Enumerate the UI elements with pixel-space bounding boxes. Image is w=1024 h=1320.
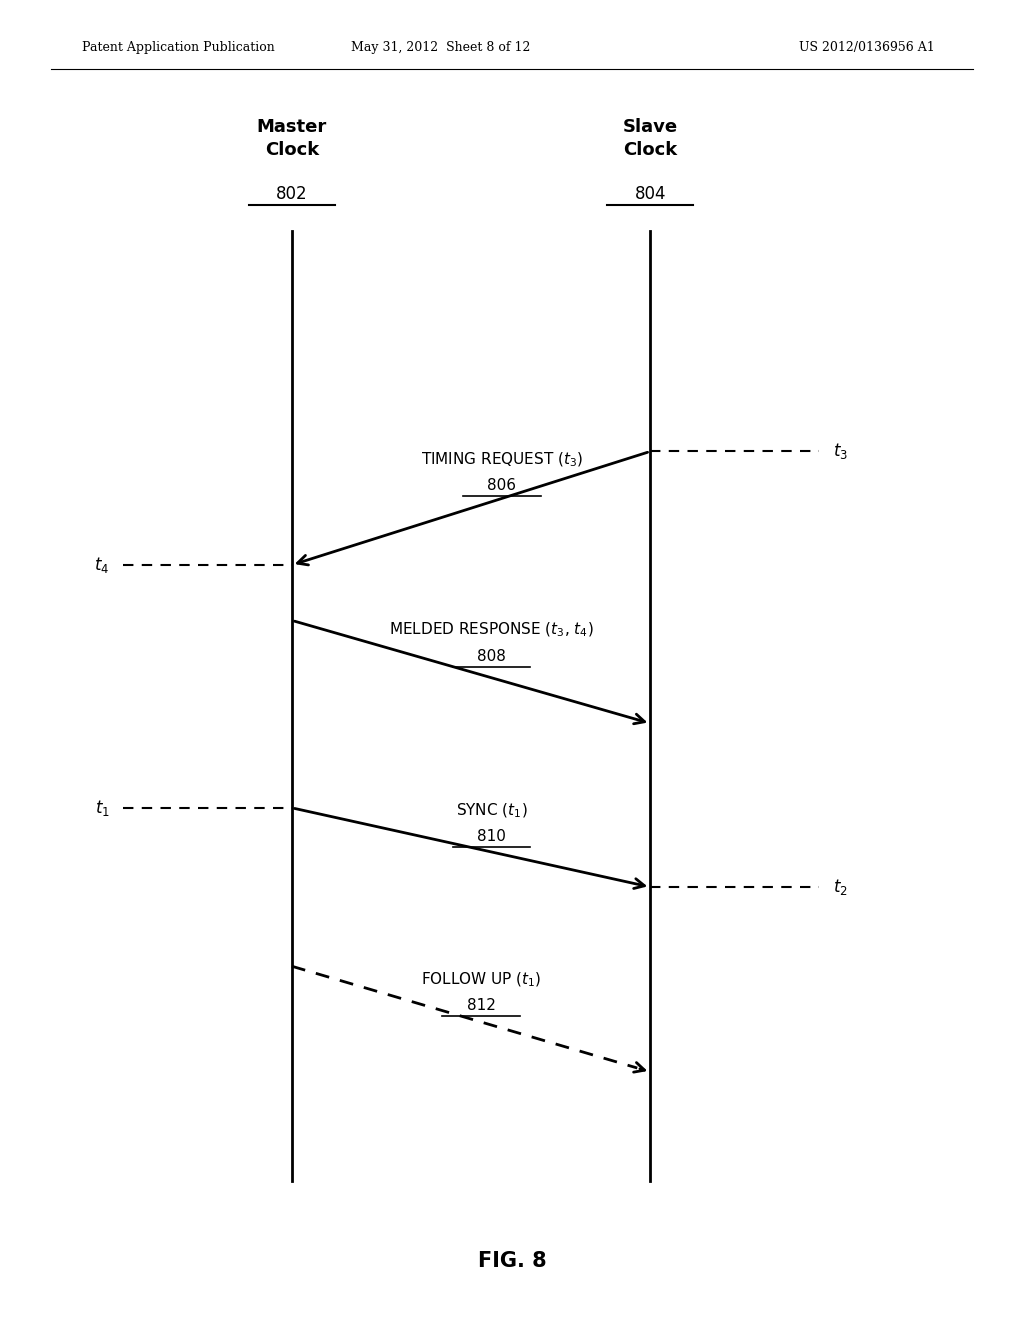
Text: US 2012/0136956 A1: US 2012/0136956 A1 [799, 41, 935, 54]
Text: Master
Clock: Master Clock [257, 119, 327, 158]
Text: 804: 804 [635, 185, 666, 203]
Text: TIMING REQUEST ($t_3$): TIMING REQUEST ($t_3$) [421, 450, 583, 469]
Text: Patent Application Publication: Patent Application Publication [82, 41, 274, 54]
Text: 808: 808 [477, 648, 506, 664]
Text: 812: 812 [467, 998, 496, 1014]
Text: FOLLOW UP ($t_1$): FOLLOW UP ($t_1$) [421, 970, 542, 989]
Text: MELDED RESPONSE ($t_3$, $t_4$): MELDED RESPONSE ($t_3$, $t_4$) [389, 620, 594, 639]
Text: May 31, 2012  Sheet 8 of 12: May 31, 2012 Sheet 8 of 12 [350, 41, 530, 54]
Text: 810: 810 [477, 829, 506, 845]
Text: 806: 806 [487, 478, 516, 494]
Text: $t_2$: $t_2$ [833, 876, 847, 898]
Text: FIG. 8: FIG. 8 [477, 1250, 547, 1271]
Text: $t_1$: $t_1$ [94, 797, 110, 818]
Text: 802: 802 [276, 185, 307, 203]
Text: $t_4$: $t_4$ [94, 554, 110, 576]
Text: SYNC ($t_1$): SYNC ($t_1$) [456, 801, 527, 820]
Text: Slave
Clock: Slave Clock [623, 119, 678, 158]
Text: $t_3$: $t_3$ [833, 441, 848, 462]
